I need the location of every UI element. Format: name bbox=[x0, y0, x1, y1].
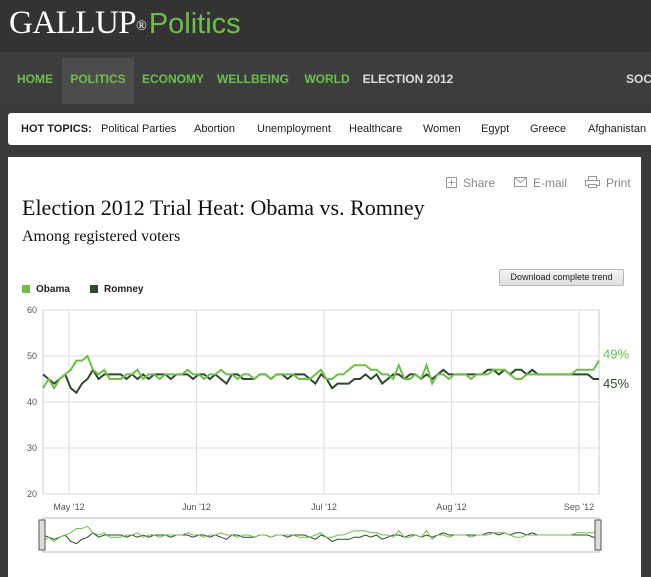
legend-romney[interactable]: Romney bbox=[90, 284, 143, 295]
topic-egypt[interactable]: Egypt bbox=[481, 123, 510, 135]
article-title: Election 2012 Trial Heat: Obama vs. Romn… bbox=[22, 195, 425, 220]
nav-social[interactable]: SOC bbox=[626, 72, 651, 86]
end-label-romney: 45% bbox=[603, 376, 629, 391]
printer-icon bbox=[585, 176, 600, 188]
trial-heat-chart: 20 30 40 50 60 May '12 Jun '12 Jul '12 Aug '12 Se… bbox=[27, 305, 629, 553]
navigator-series-obama bbox=[42, 525, 600, 543]
legend-obama-swatch bbox=[22, 285, 30, 293]
legend-romney-label: Romney bbox=[104, 284, 144, 295]
nav-politics[interactable]: POLITICS bbox=[62, 58, 134, 104]
email-link[interactable]: E-mail bbox=[514, 176, 567, 190]
print-link[interactable]: Print bbox=[585, 176, 631, 190]
share-icon bbox=[446, 177, 457, 188]
navigator-right-handle[interactable] bbox=[594, 519, 602, 551]
nav-economy[interactable]: ECONOMY bbox=[141, 72, 204, 86]
topic-healthcare[interactable]: Healthcare bbox=[349, 123, 403, 135]
share-link[interactable]: Share bbox=[446, 176, 495, 190]
y-tick-label: 20 bbox=[27, 489, 37, 499]
topic-women[interactable]: Women bbox=[423, 123, 461, 135]
logo-section: Politics bbox=[148, 8, 241, 40]
end-label-obama: 49% bbox=[603, 347, 629, 362]
topic-afghanistan[interactable]: Afghanistan bbox=[588, 123, 647, 135]
y-tick-label: 40 bbox=[27, 397, 37, 407]
download-trend-button[interactable]: Download complete trend bbox=[499, 269, 624, 286]
nav-world[interactable]: WORLD bbox=[304, 72, 350, 86]
x-tick-label: Jul '12 bbox=[311, 502, 337, 512]
hot-topics-bar: HOT TOPICS: Political Parties Abortion U… bbox=[8, 113, 651, 145]
article-panel: Share E-mail Print Election 2012 Trial H… bbox=[8, 157, 641, 577]
topic-unemployment[interactable]: Unemployment bbox=[257, 123, 331, 135]
topic-abortion[interactable]: Abortion bbox=[194, 123, 235, 135]
logo-brand: GALLUP bbox=[9, 5, 137, 41]
article-subtitle: Among registered voters bbox=[22, 228, 181, 245]
legend-romney-swatch bbox=[90, 285, 98, 293]
legend-obama[interactable]: Obama bbox=[22, 284, 70, 295]
x-tick-label: Aug '12 bbox=[436, 502, 466, 512]
hot-topics-label: HOT TOPICS: bbox=[21, 123, 92, 135]
nav-wellbeing[interactable]: WELLBEING bbox=[217, 72, 289, 86]
navigator-left-handle[interactable] bbox=[38, 519, 46, 551]
logo-reg-mark: ® bbox=[136, 19, 147, 34]
gallup-politics-logo[interactable]: GALLUP®Politics bbox=[9, 3, 241, 44]
nav-home[interactable]: HOME bbox=[17, 72, 53, 86]
y-tick-label: 30 bbox=[27, 443, 37, 453]
nav-election-2012[interactable]: ELECTION 2012 bbox=[362, 72, 454, 86]
y-tick-label: 60 bbox=[27, 305, 37, 315]
site-header: GALLUP®Politics bbox=[0, 0, 651, 52]
print-label: Print bbox=[606, 176, 631, 190]
x-tick-label: Jun '12 bbox=[182, 502, 211, 512]
x-tick-label: Sep '12 bbox=[564, 502, 594, 512]
x-tick-label: May '12 bbox=[53, 502, 84, 512]
topic-greece[interactable]: Greece bbox=[530, 123, 567, 135]
series-line-obama bbox=[42, 354, 600, 391]
email-label: E-mail bbox=[533, 176, 568, 190]
topic-political-parties[interactable]: Political Parties bbox=[101, 123, 177, 135]
main-nav: HOME POLITICS ECONOMY WELLBEING WORLD EL… bbox=[0, 52, 651, 104]
share-label: Share bbox=[463, 176, 496, 190]
legend-obama-label: Obama bbox=[36, 284, 70, 295]
envelope-icon bbox=[514, 177, 527, 187]
y-tick-label: 50 bbox=[27, 351, 37, 361]
